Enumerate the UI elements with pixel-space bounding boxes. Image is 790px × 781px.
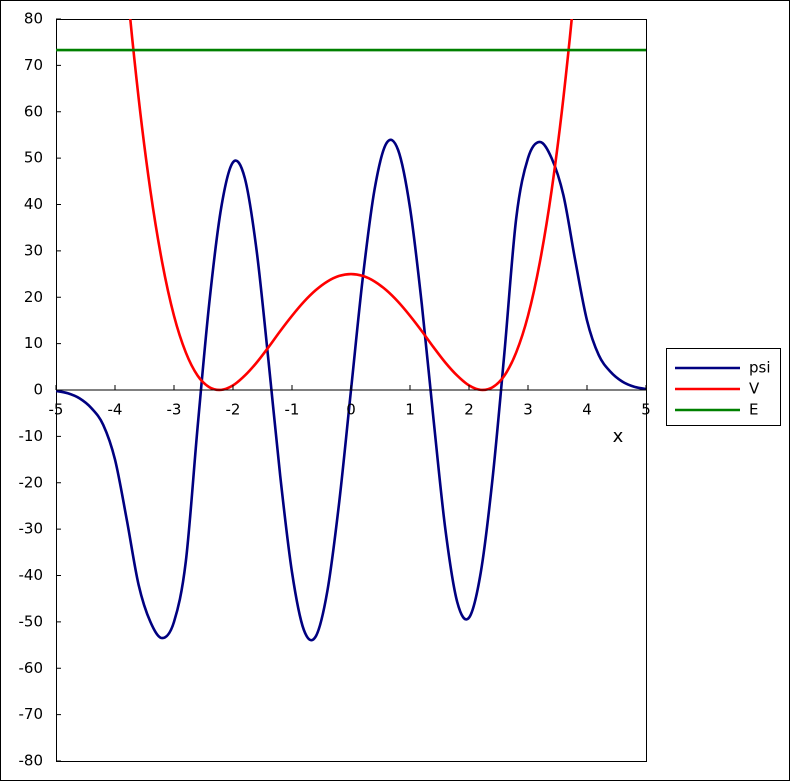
y-tick-label: -10 [19, 427, 44, 445]
y-tick-label: -60 [19, 659, 44, 677]
x-tick-label: -4 [108, 401, 123, 419]
legend-label: psi [749, 359, 771, 377]
x-tick-label: -3 [167, 401, 182, 419]
y-tick-label: 60 [24, 102, 43, 120]
x-tick-label: 4 [582, 401, 592, 419]
y-tick-label: 50 [24, 149, 43, 167]
y-tick-label: -30 [19, 520, 44, 538]
x-tick-label: 2 [464, 401, 474, 419]
y-tick-label: 80 [24, 10, 43, 28]
x-tick-label: -2 [226, 401, 241, 419]
y-tick-label: 30 [24, 241, 43, 259]
legend-label: V [749, 380, 760, 398]
y-tick-label: 40 [24, 195, 43, 213]
y-tick-label: 70 [24, 56, 43, 74]
series-line [128, 19, 574, 392]
x-axis-label: x [613, 426, 624, 447]
y-tick-label: -70 [19, 705, 44, 723]
x-tick-label: 0 [346, 401, 356, 419]
y-tick-label: -20 [19, 473, 44, 491]
legend-box [666, 348, 781, 426]
y-tick-label: 10 [24, 334, 43, 352]
y-tick-label: -50 [19, 612, 44, 630]
y-tick-label: 0 [33, 381, 43, 399]
y-tick-label: 20 [24, 288, 43, 306]
y-tick-label: -80 [19, 752, 44, 770]
x-tick-label: -1 [285, 401, 300, 419]
x-tick-label: -5 [49, 401, 64, 419]
legend-label: E [749, 401, 758, 419]
x-tick-label: 1 [405, 401, 415, 419]
x-tick-label: 3 [523, 401, 533, 419]
x-tick-label: 5 [641, 401, 651, 419]
y-tick-label: -40 [19, 566, 44, 584]
